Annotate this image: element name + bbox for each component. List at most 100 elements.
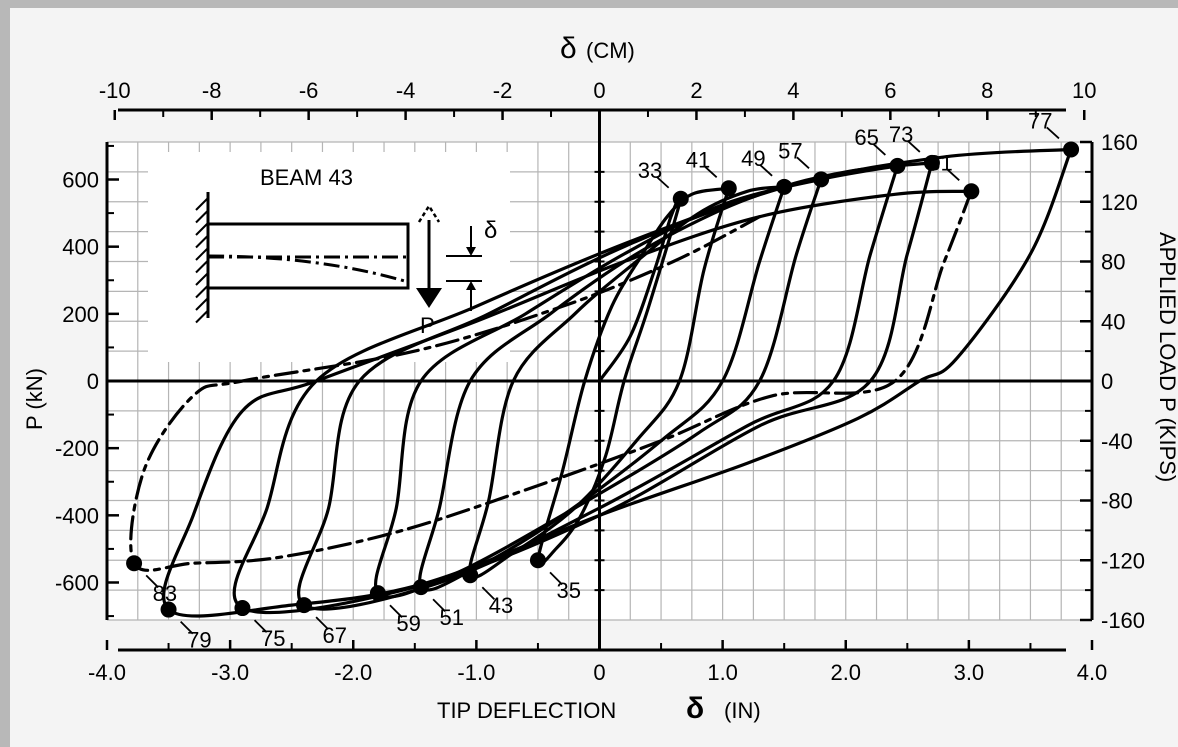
- left-tick-label: 200: [62, 302, 99, 327]
- peak-marker: [813, 171, 830, 188]
- peak-marker: [923, 154, 940, 171]
- peak-marker: [296, 597, 312, 614]
- inset-title: BEAM 43: [260, 165, 353, 190]
- dashed-cycle-curve: [129, 189, 973, 572]
- top-tick-label: -2: [493, 78, 513, 103]
- peak-leader: [946, 168, 960, 181]
- peak-marker: [963, 183, 980, 200]
- inset-wall-hatch: [195, 284, 209, 299]
- peak-leader: [1046, 126, 1060, 140]
- peak-leader: [759, 164, 773, 177]
- peak-marker: [776, 178, 793, 195]
- inset-wall-hatch: [195, 259, 209, 274]
- peak-label: 75: [261, 626, 285, 651]
- peak-marker: [672, 190, 689, 207]
- bottom-tick-label: -2.0: [334, 660, 372, 685]
- axes: -4.0 -3.0 -2.0 -1.0 0 1.0 2.0 3.0 4.0 -10 -8 -6 -4 -2…: [55, 78, 1145, 685]
- curve-series: [129, 147, 1073, 618]
- peak-marker: [160, 601, 177, 618]
- top-axis-symbol: δ: [560, 32, 577, 65]
- bottom-tick-label: 4.0: [1077, 660, 1108, 685]
- inset-deflected-shape: [207, 254, 409, 284]
- peak-leader: [145, 574, 159, 589]
- peak-label: 67: [323, 623, 347, 648]
- peak-label: 65: [854, 125, 878, 150]
- cycle-curve: [232, 147, 1073, 615]
- peak-label: 49: [741, 146, 765, 171]
- peak-label: 77: [1028, 108, 1052, 133]
- left-tick-label: 600: [62, 168, 99, 193]
- top-tick-label: -4: [396, 78, 416, 103]
- cycle-curve: [162, 147, 1073, 618]
- left-tick-label: 0: [87, 369, 99, 394]
- peak-marker: [720, 180, 737, 197]
- peak-marker: [1063, 141, 1080, 158]
- top-tick-label: 4: [787, 78, 799, 103]
- right-tick-label: -160: [1101, 608, 1145, 633]
- peak-label: 35: [556, 578, 580, 603]
- peak-leader: [180, 621, 194, 635]
- right-tick-label: 40: [1101, 309, 1125, 334]
- bottom-tick-label: 0: [593, 660, 605, 685]
- bottom-tick-label: -4.0: [88, 660, 126, 685]
- peak-leader: [389, 604, 403, 618]
- peak-leader: [703, 165, 718, 178]
- peak-label: 43: [489, 593, 513, 618]
- peak-marker: [369, 585, 386, 602]
- right-tick-label: 120: [1101, 190, 1138, 215]
- top-tick-label: 0: [593, 78, 605, 103]
- left-tick-label: 400: [62, 235, 99, 260]
- peak-leader: [253, 619, 268, 633]
- peak-markers: 33 41 49 57 65 73 77 81 35 43 51 59 67 75 79 83: [126, 108, 1080, 652]
- top-tick-label: -10: [99, 78, 131, 103]
- peak-label: 83: [153, 581, 177, 606]
- peak-marker: [462, 567, 479, 584]
- left-tick-label: -200: [55, 436, 99, 461]
- peak-label: 51: [440, 605, 464, 630]
- peak-label: 57: [778, 138, 802, 163]
- top-tick-label: 10: [1072, 78, 1096, 103]
- cycle-curve: [467, 185, 786, 579]
- inset-wall-hatch: [195, 309, 209, 324]
- peak-marker: [529, 552, 546, 569]
- right-tick-label: 160: [1101, 130, 1138, 155]
- peak-leader: [655, 176, 670, 189]
- top-tick-label: -6: [299, 78, 319, 103]
- left-axis-label: P (kN): [22, 368, 47, 430]
- peak-leader: [315, 616, 329, 630]
- peak-label: 41: [686, 147, 710, 172]
- bottom-tick-label: 3.0: [954, 660, 985, 685]
- inset-deflection-label: δ: [484, 217, 497, 244]
- left-tick-label: -600: [55, 570, 99, 595]
- top-tick-label: 2: [690, 78, 702, 103]
- bottom-axis-label: TIP DEFLECTION: [437, 698, 616, 723]
- inset-wall-hatch: [195, 297, 209, 311]
- bottom-tick-label: -3.0: [211, 660, 249, 685]
- right-tick-label: -80: [1101, 489, 1133, 514]
- bottom-tick-label: 1.0: [707, 660, 738, 685]
- peak-marker: [889, 157, 906, 174]
- right-tick-label: 0: [1101, 369, 1113, 394]
- top-tick-label: 6: [884, 78, 896, 103]
- inset-wall-hatch: [195, 234, 209, 249]
- top-axis-unit: (CM): [586, 38, 635, 63]
- inset-wall-hatch: [195, 209, 209, 224]
- peak-label: 33: [638, 158, 662, 183]
- left-tick-label: -400: [55, 503, 99, 528]
- peak-leader: [907, 140, 921, 153]
- inset-dim-arrowhead-lower: [466, 281, 476, 290]
- peak-label: 73: [889, 122, 913, 147]
- inset-dim-arrowhead-upper: [466, 247, 476, 256]
- inset-reverse-arrow: [417, 203, 441, 223]
- bottom-axis-symbol: δ: [686, 692, 704, 725]
- bottom-tick-label: -1.0: [457, 660, 495, 685]
- inset-wall-hatch: [195, 272, 209, 286]
- inset-wall-hatch: [195, 247, 209, 261]
- right-tick-label: -120: [1101, 548, 1145, 573]
- top-tick-label: 8: [981, 78, 993, 103]
- bottom-axis-unit: (IN): [724, 698, 761, 723]
- peak-marker: [234, 600, 251, 617]
